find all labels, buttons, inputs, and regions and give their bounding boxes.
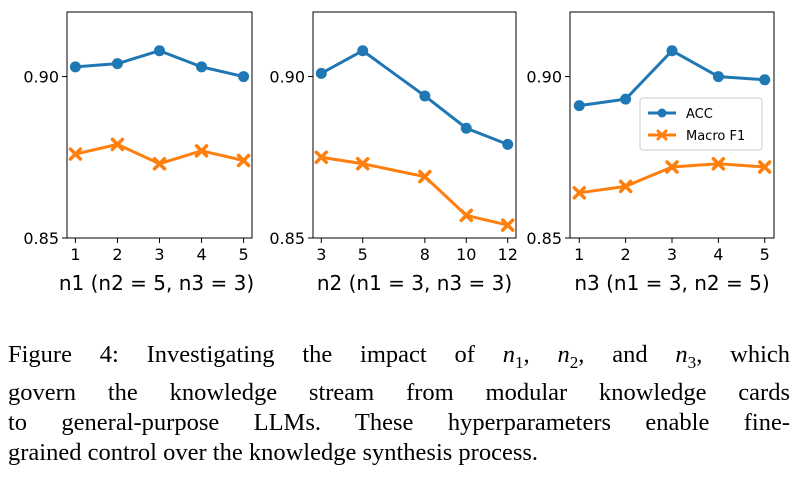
- panel-2-xtick-label-4: 12: [498, 245, 518, 264]
- panel-2-acc-point-0: [315, 67, 327, 79]
- panel-3-acc-line: [579, 49, 765, 108]
- panel-2-acc-point-3: [460, 122, 472, 134]
- panel-1-xlabel: n1 (n2 = 5, n3 = 3): [59, 271, 254, 295]
- panel-1-xtick-label-0: 1: [70, 245, 80, 264]
- panel-2-ytick-label-0: 0.85: [269, 229, 305, 248]
- panel-2-axes-frame: [312, 11, 517, 239]
- panel-2-acc-point-2: [419, 90, 431, 102]
- caption-var-n3: n3: [675, 341, 697, 372]
- legend-label-1: Macro F1: [686, 129, 745, 144]
- panel-2-xtick-label-1: 5: [358, 245, 368, 264]
- panel-3-ytick-label-0: 0.85: [526, 229, 562, 248]
- panel-1-f1-line: [75, 142, 244, 166]
- panel-1-xtick-label-1: 2: [112, 245, 122, 264]
- panel-1-f1-point-1: [110, 137, 125, 152]
- panel-2-f1-line: [321, 155, 509, 227]
- panel-2-xlabel: n2 (n1 = 3, n3 = 3): [317, 271, 512, 295]
- panel-3-xtick-label-1: 2: [621, 245, 631, 264]
- panel-2-f1-point-2: [418, 169, 432, 184]
- panel-2-ytick-label-1: 0.90: [269, 68, 305, 87]
- panel-1-f1-point-0: [68, 147, 83, 161]
- caption-line-1: Figure 4: Investigating the impact of n1…: [8, 340, 790, 378]
- legend-marker-1: [656, 129, 668, 141]
- panel-1-acc-point-4: [238, 71, 250, 83]
- figure-caption: Figure 4: Investigating the impact of n1…: [8, 340, 790, 468]
- panel-2-acc-line: [320, 49, 509, 146]
- panel-2-acc-point-1: [357, 45, 369, 57]
- panel-1-acc-point-3: [196, 61, 208, 73]
- panel-3-xtick-label-4: 5: [760, 245, 770, 264]
- panel-1-f1-point-3: [194, 144, 209, 158]
- caption-text-1: Figure 4: Investigating the impact of: [8, 341, 475, 368]
- panel-3-acc-point-0: [573, 100, 585, 112]
- legend-marker-0: [657, 108, 667, 118]
- panel-3-f1-point-0: [572, 186, 587, 200]
- panel-1-xtick-label-4: 5: [238, 245, 248, 264]
- caption-tail: , which: [696, 341, 791, 368]
- panel-2-f1-point-3: [459, 208, 474, 223]
- figure-panels: 0.850.901 2 3 4 5n1 (n2 = 5, n3 = 3)0.850.90…: [23, 11, 775, 295]
- panel-3-xtick-label-0: 1: [574, 245, 584, 264]
- panel-1-ytick-label-0: 0.85: [23, 229, 59, 248]
- panel-3-ytick-label-1: 0.90: [526, 68, 562, 87]
- panel-3-xtick-label-2: 3: [667, 245, 677, 264]
- panel-3-f1-point-2: [665, 160, 679, 174]
- caption-sep-2: , and: [578, 341, 676, 368]
- panel-3-acc-point-1: [620, 93, 632, 105]
- panel-3-f1-point-1: [618, 179, 633, 194]
- panel-3-acc-point-3: [712, 71, 724, 83]
- panel-2-f1-point-1: [355, 156, 370, 171]
- panel-1-xtick-label-3: 4: [196, 245, 206, 264]
- panel-1-acc-point-0: [69, 61, 81, 73]
- panel-3-acc-point-4: [759, 74, 771, 86]
- panel-2-f1-point-0: [314, 150, 329, 165]
- legend-box: [639, 97, 763, 151]
- caption-sep-1: ,: [523, 341, 558, 368]
- panel-2-xtick-label-0: 3: [316, 245, 326, 264]
- panel-1-f1-point-2: [152, 156, 167, 171]
- panel-3-acc-point-2: [666, 45, 678, 57]
- panel-1-acc-point-2: [154, 45, 165, 57]
- caption-line-3: to general-purpose LLMs. These hyperpara…: [8, 408, 790, 436]
- panel-3-f1-point-4: [757, 160, 772, 174]
- caption-var-n1: n1: [502, 341, 524, 372]
- panel-2-f1-point-4: [500, 218, 515, 232]
- panel-3-f1-point-3: [711, 156, 726, 171]
- panel-1-ytick-label-1: 0.90: [23, 68, 59, 87]
- caption-var-n2: n2: [557, 341, 579, 372]
- panel-1-acc-point-1: [111, 58, 123, 70]
- panel-3-xlabel: n3 (n1 = 3, n2 = 5): [574, 271, 769, 295]
- legend-label-0: ACC: [686, 107, 713, 122]
- panel-1-xtick-label-2: 3: [154, 245, 164, 264]
- panel-3-xtick-label-3: 4: [713, 245, 723, 264]
- panel-1-f1-point-4: [236, 153, 251, 168]
- caption-line-4: grained control over the knowledge synth…: [8, 438, 539, 466]
- panel-2-acc-point-4: [502, 138, 514, 150]
- caption-line-2: govern the knowledge stream from modular…: [8, 378, 790, 406]
- panel-2-xtick-label-2: 8: [420, 245, 430, 264]
- panel-2-xtick-label-3: 10: [456, 245, 476, 264]
